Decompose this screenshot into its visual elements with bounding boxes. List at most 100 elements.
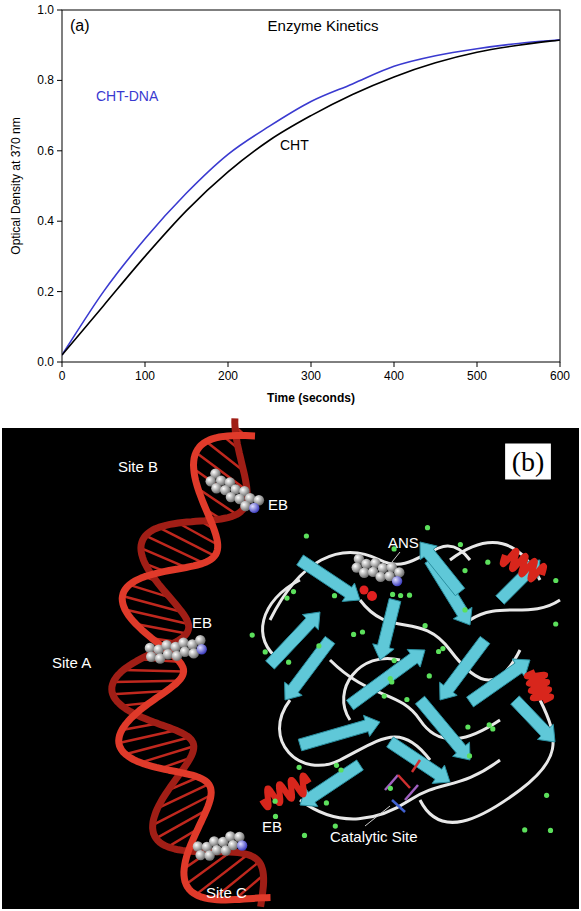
dna-base-pair <box>146 536 204 563</box>
beta-strand <box>300 760 363 806</box>
catalytic-residue <box>398 775 410 788</box>
water-molecule <box>544 793 549 798</box>
water-molecule <box>425 525 430 530</box>
catalytic-residue <box>405 785 418 800</box>
water-molecule <box>351 632 356 637</box>
alpha-helix <box>527 672 551 701</box>
panel-label: (b) <box>512 446 545 477</box>
water-molecule <box>338 767 343 772</box>
x-axis-title: Time (seconds) <box>267 391 355 405</box>
x-tick-label: 400 <box>384 369 404 383</box>
ligand-atom <box>392 576 402 586</box>
x-tick-label: 600 <box>550 369 570 383</box>
diagram-label: Site A <box>52 654 91 671</box>
ligand-atom <box>361 559 371 569</box>
dna-strand <box>119 436 271 900</box>
protein-loop <box>470 600 560 620</box>
ligand-atom <box>367 591 377 601</box>
water-molecule <box>263 649 268 654</box>
water-molecule <box>490 726 495 731</box>
leader-line <box>365 806 390 826</box>
diagram-label: ANS <box>388 534 419 551</box>
dna-base-pair <box>113 681 178 682</box>
chart-title: Enzyme Kinetics <box>268 17 379 34</box>
water-molecule <box>390 592 395 597</box>
diagram-label: Catalytic Site <box>330 828 418 845</box>
water-molecule <box>462 568 467 573</box>
water-molecule <box>462 607 467 612</box>
x-tick-label: 0 <box>59 369 66 383</box>
water-molecule <box>302 833 307 838</box>
diagram-label: EB <box>262 818 282 835</box>
dna-base-pair <box>119 730 176 743</box>
water-molecule <box>388 676 393 681</box>
ligand-atom <box>378 563 388 573</box>
beta-strand <box>415 696 470 760</box>
ligand-atom <box>162 640 172 650</box>
y-axis-title: Optical Density at 370 nm <box>9 117 23 254</box>
beta-strand <box>298 715 380 751</box>
water-molecule <box>273 799 278 804</box>
ligand-atom <box>180 647 190 657</box>
y-tick <box>57 10 62 11</box>
water-molecule <box>398 593 403 598</box>
water-molecule <box>553 621 558 626</box>
series-label: CHT <box>280 137 309 153</box>
ligand-atom <box>212 845 222 855</box>
y-tick-label: 0.0 <box>37 355 54 369</box>
ligand-atom <box>211 483 221 493</box>
water-molecule <box>284 596 289 601</box>
beta-strand <box>373 599 401 661</box>
water-molecule <box>553 578 558 583</box>
water-molecule <box>404 697 409 702</box>
panel-label: (a) <box>70 17 90 34</box>
panel-b-background <box>2 428 579 909</box>
water-molecule <box>465 724 470 729</box>
y-tick-label: 0.6 <box>37 144 54 158</box>
y-tick <box>57 291 62 292</box>
water-molecule <box>436 649 441 654</box>
diagram-label: EB <box>268 496 288 513</box>
plot-frame <box>62 10 560 362</box>
water-molecule <box>332 593 337 598</box>
y-tick-label: 1.0 <box>37 3 54 17</box>
figure: 01002003004005006000.00.20.40.60.81.0Tim… <box>0 0 581 911</box>
series-line <box>62 40 560 355</box>
y-tick <box>57 362 62 363</box>
ligand-atom <box>394 567 404 577</box>
alpha-helix <box>503 551 544 580</box>
water-molecule <box>548 828 553 833</box>
catalytic-residue <box>412 760 420 772</box>
leader-line <box>392 552 400 562</box>
water-molecule <box>487 722 492 727</box>
y-tick-label: 0.8 <box>37 73 54 87</box>
ligand-atom <box>228 840 238 850</box>
x-tick <box>311 362 312 367</box>
water-molecule <box>407 593 412 598</box>
x-tick <box>145 362 146 367</box>
y-tick <box>57 80 62 81</box>
beta-strand <box>420 542 465 596</box>
protein-loop <box>300 760 500 819</box>
water-molecule <box>522 827 527 832</box>
water-molecule <box>304 533 309 538</box>
water-molecule <box>291 589 296 594</box>
x-tick-label: 200 <box>218 369 238 383</box>
water-molecule <box>392 658 397 663</box>
series-label: CHT-DNA <box>96 88 159 104</box>
water-molecule <box>458 542 463 547</box>
diagram-label: Site C <box>206 884 247 901</box>
beta-strand <box>347 649 426 709</box>
x-tick <box>228 362 229 367</box>
beta-strand <box>297 555 360 601</box>
series-line <box>62 40 560 355</box>
x-tick-label: 100 <box>135 369 155 383</box>
alpha-helix <box>262 776 309 808</box>
ligand-atom <box>178 638 188 648</box>
water-molecule <box>286 660 291 665</box>
water-molecule <box>382 694 387 699</box>
ligand-atom <box>195 635 205 645</box>
y-tick-label: 0.4 <box>37 214 54 228</box>
water-molecule <box>423 623 428 628</box>
diagram-label: EB <box>192 614 212 631</box>
